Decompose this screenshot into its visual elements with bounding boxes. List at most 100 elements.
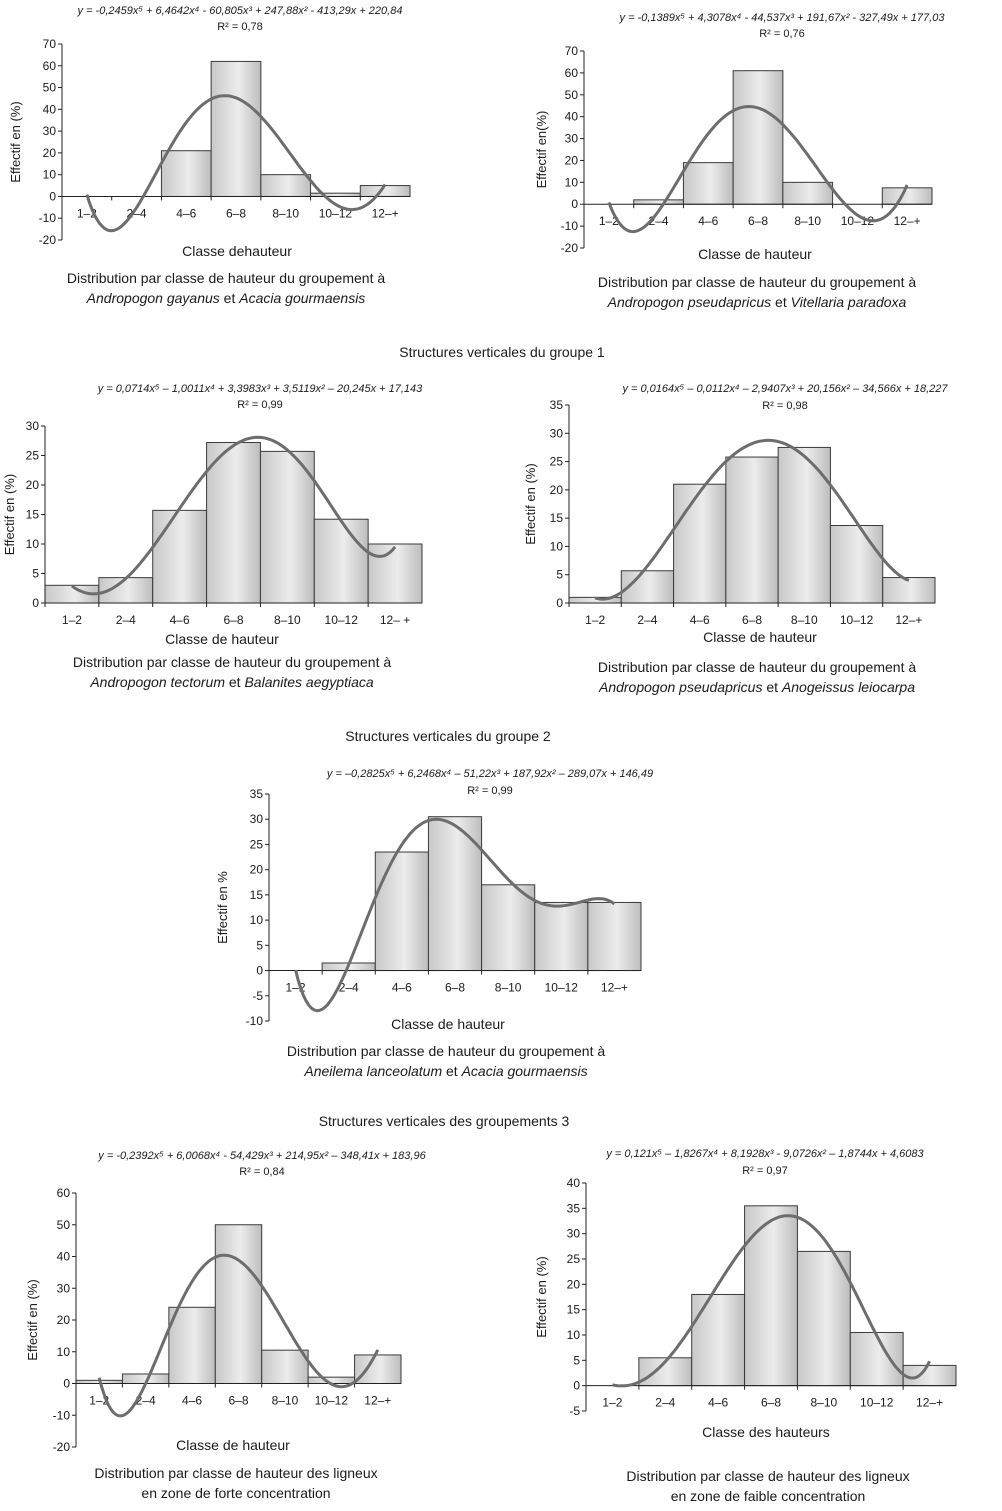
bar-4 xyxy=(725,456,779,604)
y-axis-title: Effectif en % xyxy=(215,871,230,944)
y-tick-label: 0 xyxy=(556,596,563,610)
x-tick-label: 4–6 xyxy=(182,1394,202,1408)
x-tick-label: 4–6 xyxy=(170,613,190,627)
y-tick-label: 0 xyxy=(49,189,56,203)
x-tick-label: 2–4 xyxy=(637,613,657,627)
trendline-equation: y = -0,1389x⁵ + 4,3078x⁴ - 44,537x³ + 19… xyxy=(619,12,946,24)
x-axis-title: Classe de hauteur xyxy=(703,629,817,645)
x-tick-label: 6–8 xyxy=(228,1394,248,1408)
trendline-equation: y = 0,0164x⁵ – 0,0112x⁴ – 2,9407x³ + 20,… xyxy=(621,383,948,395)
bar-5 xyxy=(259,450,315,604)
bar-3 xyxy=(374,851,429,972)
r-squared-label: R² = 0,98 xyxy=(762,400,808,412)
y-tick-label: 30 xyxy=(250,812,264,826)
bar-3 xyxy=(152,509,208,604)
y-tick-label: 50 xyxy=(43,81,57,95)
section-title-group-3: Structures verticales des groupements 3 xyxy=(318,1113,570,1129)
x-tick-label: 12–+ xyxy=(372,206,399,220)
y-tick-label: 30 xyxy=(567,1227,581,1241)
x-tick-label: 6–8 xyxy=(748,214,768,228)
chart-caption-line: Distribution par classe de hauteur du gr… xyxy=(598,274,917,290)
x-tick-label: 4–6 xyxy=(176,206,196,220)
y-tick-label: 10 xyxy=(26,537,40,551)
y-tick-label: 60 xyxy=(57,1186,71,1200)
y-tick-label: 15 xyxy=(550,511,564,525)
y-tick-label: 20 xyxy=(57,1313,71,1327)
bar-4 xyxy=(744,1205,798,1387)
x-tick-label: 2–4 xyxy=(339,981,359,995)
trend-line xyxy=(97,1253,380,1418)
x-tick-label: 8–10 xyxy=(495,981,522,995)
x-tick-label: 4–6 xyxy=(698,214,718,228)
x-tick-label: 6–8 xyxy=(742,613,762,627)
y-tick-label: 5 xyxy=(256,938,263,952)
x-tick-label: 8–10 xyxy=(811,1396,838,1410)
x-tick-label: 10–12 xyxy=(315,1394,349,1408)
chart-panel-5: y = –0,2825x⁵ + 6,2468x⁴ – 51,22x³ + 187… xyxy=(215,768,653,1079)
chart-panel-4: y = 0,0164x⁵ – 0,0112x⁴ – 2,9407x³ + 20,… xyxy=(523,383,948,695)
y-tick-label: -10 xyxy=(246,1014,264,1028)
bar-7 xyxy=(881,187,933,205)
y-tick-label: 0 xyxy=(32,596,39,610)
y-tick-label: 10 xyxy=(565,175,579,189)
y-tick-label: -20 xyxy=(561,241,579,255)
y-tick-label: 35 xyxy=(567,1201,581,1215)
y-tick-label: -5 xyxy=(569,1404,580,1418)
y-tick-label: 60 xyxy=(43,59,57,73)
trendline-equation: y = -0,2459x⁵ + 6,4642x⁴ - 60,805x³ + 24… xyxy=(77,5,403,17)
y-tick-label: 40 xyxy=(565,110,579,124)
y-tick-label: 0 xyxy=(573,1379,580,1393)
y-tick-label: 20 xyxy=(567,1277,581,1291)
y-tick-label: 40 xyxy=(57,1250,71,1264)
y-axis-title: Effectif en (%) xyxy=(523,463,538,544)
chart-caption-line: Distribution par classe de hauteur du gr… xyxy=(73,654,392,670)
bar-5 xyxy=(782,181,834,205)
bar-3 xyxy=(160,150,212,197)
y-axis-title: Effectif en (%) xyxy=(8,101,23,182)
y-axis-title: Effectif en (%) xyxy=(2,474,17,555)
chart-caption-line: Andropogon tectorum et Balanites aegypti… xyxy=(89,674,374,690)
chart-caption-line: Aneilema lanceolatum et Acacia gourmaens… xyxy=(303,1063,587,1079)
y-axis-title: Effectif en(%) xyxy=(534,111,549,189)
chart-panel-3: y = 0,0714x⁵ – 1,0011x⁴ + 3,3983x³ + 3,5… xyxy=(2,383,423,690)
y-tick-label: 30 xyxy=(57,1281,71,1295)
y-tick-label: 35 xyxy=(550,398,564,412)
r-squared-label: R² = 0,97 xyxy=(742,1165,788,1177)
r-squared-label: R² = 0,99 xyxy=(467,785,513,797)
y-tick-label: 20 xyxy=(26,478,40,492)
y-tick-label: 40 xyxy=(567,1176,581,1190)
y-tick-label: 30 xyxy=(550,426,564,440)
x-tick-label: 4–6 xyxy=(690,613,710,627)
y-axis-title: Effectif en (%) xyxy=(534,1256,549,1337)
x-tick-label: 2–4 xyxy=(136,1394,156,1408)
y-tick-label: 10 xyxy=(250,913,264,927)
y-tick-label: 35 xyxy=(250,787,264,801)
x-tick-label: 1–2 xyxy=(62,613,82,627)
bar-7 xyxy=(882,577,936,604)
bar-6 xyxy=(313,518,369,604)
x-tick-label: 10–12 xyxy=(860,1396,894,1410)
bar-3 xyxy=(673,483,727,604)
bar-7 xyxy=(902,1364,957,1387)
x-axis-title: Classe de hauteur xyxy=(165,631,279,647)
trend-line xyxy=(612,1214,931,1388)
bar-4 xyxy=(206,442,261,604)
bar-7 xyxy=(359,185,411,197)
x-tick-label: 8–10 xyxy=(274,613,301,627)
bar-5 xyxy=(260,174,312,197)
chart-caption-line: Distribution par classe de hauteur du gr… xyxy=(287,1043,606,1059)
r-squared-label: R² = 0,78 xyxy=(217,21,263,33)
chart-caption-line: Distribution par classe de hauteur du gr… xyxy=(67,270,386,286)
bar-5 xyxy=(481,884,536,972)
x-tick-label: 4–6 xyxy=(392,981,412,995)
x-tick-label: 10–12 xyxy=(325,613,359,627)
y-tick-label: 70 xyxy=(43,37,57,51)
trendline-equation: y = 0,0714x⁵ – 1,0011x⁴ + 3,3983x³ + 3,5… xyxy=(97,383,423,395)
y-tick-label: 30 xyxy=(565,132,579,146)
trendline-equation: y = -0,2392x⁵ + 6,0068x⁴ - 54,429x³ + 21… xyxy=(97,1150,426,1162)
chart-caption-line: en zone de faible concentration xyxy=(671,1488,866,1504)
trend-line xyxy=(294,817,616,1013)
bar-6 xyxy=(849,1331,904,1387)
trend-line xyxy=(607,104,909,234)
